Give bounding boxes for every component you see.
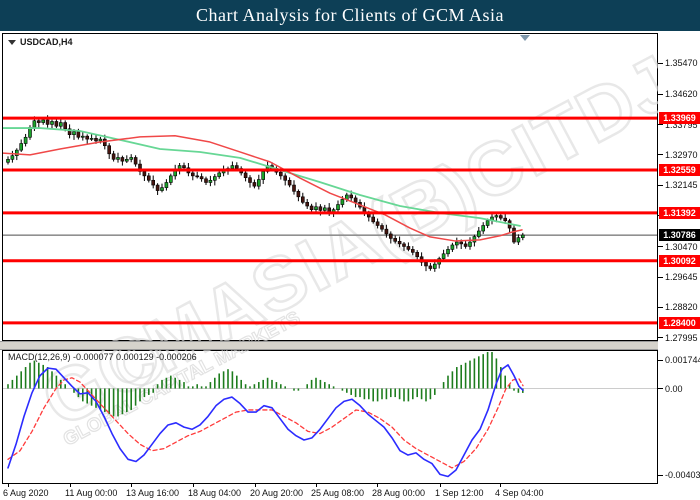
watermark-emblem-outer: [116, 338, 164, 386]
symbol-selector[interactable]: USDCAD,H4: [8, 37, 73, 47]
axis-tick: [658, 62, 663, 64]
axis-tick: [658, 306, 663, 308]
macd-main-line: [7, 364, 524, 478]
axis-tick: [658, 359, 663, 361]
page-title: Chart Analysis for Clients of GCM Asia: [196, 5, 504, 25]
time-tick-label: 4 Sep 04:00: [495, 488, 544, 498]
sr-price-badge: 1.30092: [659, 254, 700, 267]
price-tick-label: 1.29645: [665, 272, 698, 283]
price-tick-label: 0.001744: [665, 355, 700, 365]
price-tick-label: -0.004034: [665, 470, 700, 480]
time-tick-label: 20 Aug 20:00: [250, 488, 304, 498]
sr-price-badge: 1.33969: [659, 112, 700, 125]
axis-tick: [658, 93, 663, 95]
title-bar: Chart Analysis for Clients of GCM Asia: [0, 0, 700, 31]
time-tick-label: 6 Aug 2020: [3, 488, 49, 498]
price-tick-label: 1.27995: [665, 332, 698, 343]
time-tick: [193, 484, 194, 487]
price-tick-label: 1.33795: [665, 119, 698, 130]
panel-divider[interactable]: [0, 341, 658, 350]
price-tick-label: 1.32145: [665, 180, 698, 191]
time-tick-label: 28 Aug 00:00: [372, 488, 426, 498]
axis-tick: [658, 474, 663, 476]
candles: [6, 115, 525, 272]
chevron-down-icon[interactable]: [8, 39, 16, 45]
axis-tick: [658, 184, 663, 186]
price-tick-label: 1.35470: [665, 58, 698, 68]
price-tick-label: 1.30470: [665, 241, 698, 252]
time-tick: [440, 484, 441, 487]
time-tick: [131, 484, 132, 487]
current-price-badge: 1.30786: [659, 229, 700, 242]
macd-values-label: MACD(12,26,9) -0.000077 0.000129 -0.0002…: [8, 352, 197, 362]
time-tick: [316, 484, 317, 487]
axis-tick: [658, 388, 663, 389]
axis-tick: [658, 337, 663, 339]
macd-histogram: [7, 352, 524, 417]
axis-tick: [658, 246, 663, 248]
symbol-timeframe-label: USDCAD,H4: [20, 37, 73, 47]
price-tick-label: 0.00: [665, 383, 683, 394]
time-tick-label: 18 Aug 04:00: [188, 488, 242, 498]
main-chart-panel[interactable]: [2, 33, 658, 341]
time-tick-label: 25 Aug 08:00: [311, 488, 365, 498]
time-tick: [500, 484, 501, 487]
price-tick-label: 1.28820: [665, 302, 698, 313]
price-tick-label: 1.34620: [665, 89, 698, 100]
sr-price-badge: 1.28400: [659, 316, 700, 329]
axis-tick: [658, 276, 663, 278]
time-tick-label: 13 Aug 16:00: [126, 488, 180, 498]
macd-chart[interactable]: [3, 351, 657, 483]
ma-fast-line: [3, 135, 523, 242]
time-axis[interactable]: 6 Aug 2020 11 Aug 00:00 13 Aug 16:00 18 Aug…: [2, 484, 658, 500]
time-tick-label: 11 Aug 00:00: [65, 488, 118, 498]
time-tick: [8, 484, 9, 487]
price-axis[interactable]: 1.35470 1.34620 1.33795 1.32970 1.32145 1.313…: [658, 33, 700, 483]
time-tick: [255, 484, 256, 487]
time-tick: [70, 484, 71, 487]
axis-tick: [658, 154, 663, 156]
axis-tick: [658, 124, 663, 126]
time-tick-label: 1 Sep 12:00: [435, 488, 484, 498]
time-tick: [377, 484, 378, 487]
sr-price-badge: 1.32559: [659, 164, 700, 177]
sr-price-badge: 1.31392: [659, 206, 700, 219]
macd-indicator-panel[interactable]: [2, 350, 658, 484]
price-tick-label: 1.32970: [665, 149, 698, 160]
candlestick-chart[interactable]: [3, 34, 657, 340]
macd-signal-line: [7, 377, 524, 469]
chart-shift-marker-icon[interactable]: [520, 35, 530, 41]
